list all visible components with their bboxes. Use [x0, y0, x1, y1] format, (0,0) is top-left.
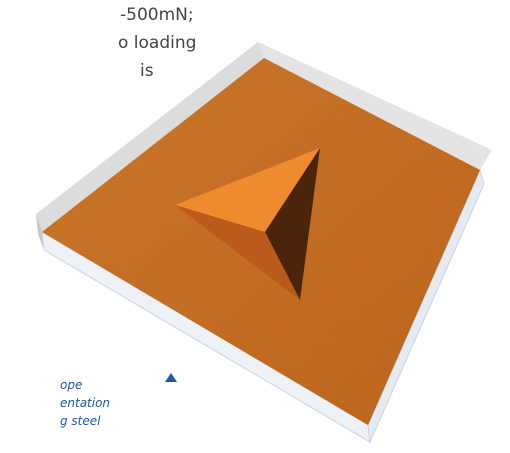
- indent-face-dark: [265, 148, 320, 300]
- side-left: [36, 214, 44, 250]
- afm-image: [36, 42, 492, 444]
- back-wall-right: [258, 42, 492, 170]
- caption-line: entation: [60, 396, 110, 410]
- body-text-line: -500mN;: [120, 5, 194, 25]
- caption-marker: [165, 373, 177, 382]
- caption-line: g steel: [60, 414, 101, 428]
- back-wall-left: [36, 42, 264, 232]
- body-text-line: is: [140, 61, 154, 81]
- body-text-line: o loading: [118, 33, 196, 53]
- indent-face-bright: [175, 148, 320, 232]
- caption-line: ope: [60, 378, 82, 392]
- indent-face-lower: [175, 205, 300, 300]
